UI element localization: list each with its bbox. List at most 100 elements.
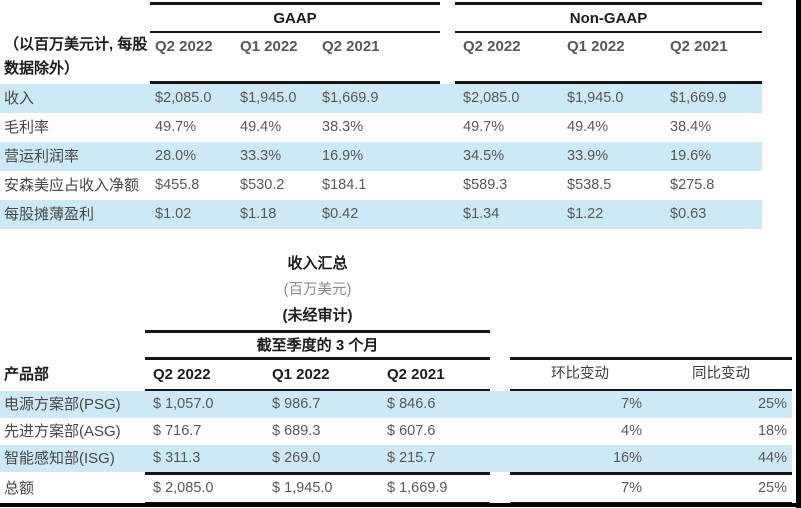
gaap-col-header-q2-2021: Q2 2021 (322, 38, 380, 55)
table-row-diluted-eps: 每股摊薄盈利 $1.02 $1.18 $0.42 $1.34 $1.22 $0.… (0, 200, 762, 229)
cell: 49.4% (240, 119, 282, 135)
summary-period-header: 截至季度的 3 个月 (145, 330, 490, 357)
col-header-q2-2021: Q2 2021 (387, 365, 445, 383)
cell: $ 1,057.0 (153, 396, 214, 412)
row-label: 安森美应占收入净额 (4, 177, 140, 194)
segment-header-bottom-rule (0, 388, 792, 391)
yoy-cell: 18% (757, 423, 787, 439)
row-label: 先进方案部(ASG) (4, 423, 121, 440)
screenshot-right-border (796, 0, 801, 508)
qoq-cell: 7% (621, 396, 642, 412)
col-header-q2-2022: Q2 2022 (153, 365, 211, 383)
cell: $530.2 (240, 177, 285, 193)
cell: $ 716.7 (153, 423, 202, 439)
cell: $1.22 (567, 206, 604, 222)
cell: $275.8 (670, 177, 715, 193)
cell: $1,945.0 (567, 90, 624, 106)
cell: 28.0% (155, 148, 197, 164)
cell: $538.5 (567, 177, 612, 193)
segment-header-top-rule (0, 357, 792, 360)
cell: $589.3 (463, 177, 508, 193)
cell: 33.3% (240, 148, 282, 164)
table-row-gross-margin: 毛利率 49.7% 49.4% 38.3% 49.7% 49.4% 38.4% (0, 113, 762, 142)
cell: $ 846.6 (387, 396, 436, 412)
revenue-by-segment-table: 产品部 Q2 2022 Q1 2022 Q2 2021 环比变动 同比变动 电源… (0, 357, 792, 504)
gaap-col-header-q2-2022: Q2 2022 (155, 38, 213, 55)
table-row-psg: 电源方案部(PSG) $ 1,057.0 $ 986.7 $ 846.6 7% … (0, 391, 792, 418)
row-label: 电源方案部(PSG) (4, 396, 121, 413)
yoy-change-header: 同比变动 (692, 365, 750, 382)
nongaap-col-header-q2-2022: Q2 2022 (463, 38, 521, 55)
qoq-cell: 16% (612, 450, 642, 466)
segment-header-row: 产品部 Q2 2022 Q1 2022 Q2 2021 环比变动 同比变动 (0, 360, 792, 389)
cell: $1.34 (463, 206, 500, 222)
cell: 38.4% (670, 119, 712, 135)
cell: $ 986.7 (272, 396, 321, 412)
cell: $ 607.6 (387, 423, 436, 439)
summary-unit-note: (百万美元) (283, 282, 352, 298)
cell: $ 2,085.0 (153, 479, 214, 496)
cell: $2,085.0 (155, 90, 212, 106)
row-label: 毛利率 (4, 119, 50, 136)
cell: $ 269.0 (272, 450, 321, 466)
cell: 33.9% (567, 148, 609, 164)
gaap-group-header: GAAP (150, 2, 440, 33)
nongaap-group-header: Non-GAAP (455, 2, 762, 33)
total-row-top-rule (0, 472, 792, 475)
cell: 34.5% (463, 148, 505, 164)
yoy-cell: 25% (757, 396, 787, 412)
cell: 49.7% (463, 119, 505, 135)
summary-title: 收入汇总 (287, 255, 348, 272)
row-label: 营运利润率 (4, 148, 80, 165)
table-row-revenue: 收入 $2,085.0 $1,945.0 $1,669.9 $2,085.0 $… (0, 84, 762, 113)
group-header-row: GAAP Non-GAAP (0, 2, 762, 33)
qoq-cell: 7% (621, 479, 642, 496)
col-header-q1-2022: Q1 2022 (272, 365, 330, 383)
table-row-operating-margin: 营运利润率 28.0% 33.3% 16.9% 34.5% 33.9% 19.6… (0, 142, 762, 171)
total-row-bottom-rule (0, 501, 792, 504)
yoy-cell: 25% (757, 479, 787, 496)
nongaap-col-header-q1-2022: Q1 2022 (567, 38, 625, 55)
cell: $ 311.3 (153, 450, 201, 466)
cell: $ 689.3 (272, 423, 321, 439)
segment-col-header: 产品部 (4, 365, 50, 383)
gaap-col-header-q1-2022: Q1 2022 (240, 38, 298, 55)
cell: $2,085.0 (463, 90, 520, 106)
cell: $1,945.0 (240, 90, 297, 106)
quarter-header-row: Q2 2022 Q1 2022 Q2 2021 Q2 2022 Q1 2022 … (0, 33, 762, 81)
units-note: （以百万美元计, 每股 数据除外） (4, 33, 164, 81)
cell: $1.02 (155, 206, 192, 222)
top-table-gaap-vs-nongaap: GAAP Non-GAAP Q2 2022 Q1 2022 Q2 2021 Q2… (0, 2, 762, 229)
yoy-cell: 44% (757, 450, 787, 466)
cell: 38.3% (322, 119, 364, 135)
qoq-change-header: 环比变动 (551, 365, 609, 382)
qoq-cell: 4% (621, 423, 642, 439)
row-label: 收入 (4, 90, 35, 107)
table-row-asg: 先进方案部(ASG) $ 716.7 $ 689.3 $ 607.6 4% 18… (0, 418, 792, 445)
row-label: 每股摊薄盈利 (4, 206, 95, 223)
cell: $ 215.7 (387, 450, 436, 466)
cell: $0.63 (670, 206, 707, 222)
summary-audit-note: (未经审计) (282, 307, 353, 324)
cell: 49.7% (155, 119, 197, 135)
units-note-line2: 数据除外） (4, 60, 80, 77)
cell: $455.8 (155, 177, 200, 193)
table-row-total: 总额 $ 2,085.0 $ 1,945.0 $ 1,669.9 7% 25% (0, 475, 792, 502)
header-divider (0, 81, 762, 84)
cell: 19.6% (670, 148, 712, 164)
cell: $184.1 (322, 177, 367, 193)
cell: 49.4% (567, 119, 609, 135)
cell: 16.9% (322, 148, 364, 164)
screenshot-bottom-border (0, 503, 801, 507)
cell: $1,669.9 (670, 90, 727, 106)
units-note-line1: （以百万美元计, 每股 (4, 36, 148, 53)
cell: $0.42 (322, 206, 359, 222)
cell: $1,669.9 (322, 90, 379, 106)
nongaap-col-header-q2-2021: Q2 2021 (670, 38, 728, 55)
table-row-isg: 智能感知部(ISG) $ 311.3 $ 269.0 $ 215.7 16% 4… (0, 445, 792, 472)
cell: $1.18 (240, 206, 277, 222)
cell: $ 1,945.0 (272, 479, 333, 496)
row-label: 智能感知部(ISG) (4, 450, 115, 467)
cell: $ 1,669.9 (387, 479, 448, 496)
